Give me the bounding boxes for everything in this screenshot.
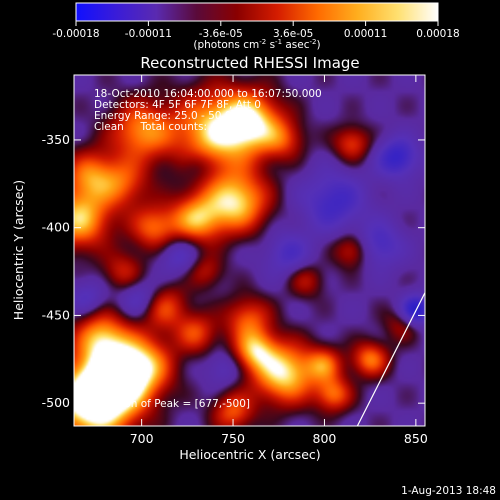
colorbar-unit: (photons cm-2 s-1 asec-2)	[193, 38, 320, 51]
heatmap-image	[74, 75, 425, 426]
y-tick-label: -400	[42, 220, 70, 235]
x-axis-label: Heliocentric X (arcsec)	[179, 447, 320, 462]
annotation-clean-counts: Clean Total counts: 4.60E+03	[94, 121, 263, 133]
y-axis-ticks: -350 -400 -450 -500	[42, 132, 425, 410]
colorbar	[75, 2, 439, 22]
plot-frame	[73, 74, 426, 427]
colorbar-ticks: -0.00018 -0.00011 -3.6e-05 3.6e-05 0.00011 0.…	[52, 21, 460, 40]
y-tick-label: -500	[42, 395, 70, 410]
annotation-peak-location: Location of Peak = [677,-500]	[93, 398, 250, 410]
x-tick-label: 800	[313, 431, 337, 446]
colorbar-tick-label: 3.6e-05	[273, 28, 313, 40]
x-tick-label: 700	[130, 431, 154, 446]
annotation-energy-range: Energy Range: 25.0 - 50.0 keV	[94, 110, 255, 122]
colorbar-tick-label: -0.00018	[52, 28, 99, 40]
colorbar-tick-label: 0.00011	[344, 28, 387, 40]
x-tick-label: 850	[404, 431, 428, 446]
solar-limb-line	[356, 292, 425, 426]
annotation-time-range: 18-Oct-2010 16:04:00.000 to 16:07:50.000	[94, 88, 322, 100]
x-axis-ticks: 700 750 800 850	[130, 75, 428, 446]
footer-date: 1-Aug-2013 18:48	[401, 485, 496, 497]
colorbar-tick-label: 0.00018	[416, 28, 459, 40]
colorbar-tick-label: -0.00011	[125, 28, 172, 40]
x-tick-label: 750	[221, 431, 245, 446]
chart-title: Reconstructed RHESSI Image	[140, 54, 359, 72]
y-tick-label: -350	[42, 132, 70, 147]
y-tick-label: -450	[42, 307, 70, 322]
colorbar-tick-label: -3.6e-05	[199, 28, 243, 40]
y-axis-label: Heliocentric Y (arcsec)	[11, 180, 26, 320]
annotation-detectors: Detectors: 4F 5F 6F 7F 8F, Att 0	[94, 99, 261, 111]
